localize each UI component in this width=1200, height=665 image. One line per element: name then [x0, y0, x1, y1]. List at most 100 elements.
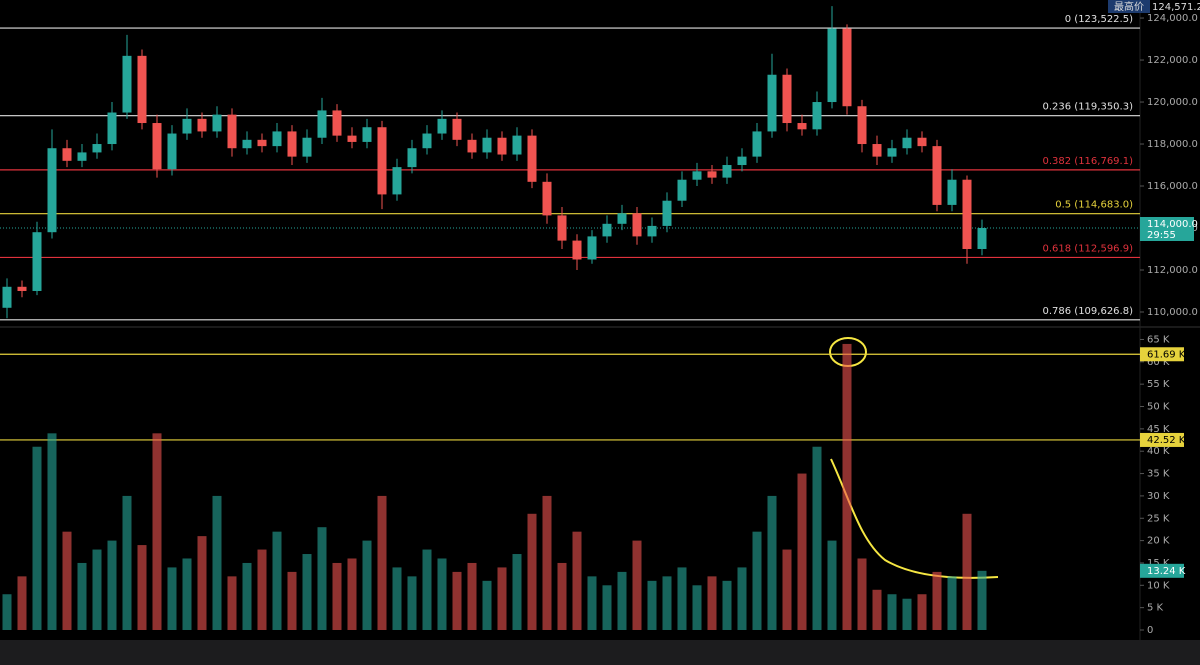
- volume-bar: [167, 567, 177, 630]
- volume-bar: [47, 433, 57, 630]
- volume-tick-label: 25 K: [1147, 513, 1170, 524]
- candle-body: [137, 55, 147, 124]
- candle-body: [767, 74, 777, 132]
- fib-label: 0.5 (114,683.0): [1055, 200, 1133, 211]
- volume-tick-label: 60 K: [1147, 357, 1170, 368]
- volume-bar: [212, 495, 222, 630]
- candle-body: [692, 171, 702, 180]
- candle-body: [497, 137, 507, 155]
- volume-bar: [272, 531, 282, 630]
- current-price-label: 114,000.0: [1147, 219, 1198, 230]
- volume-bar: [947, 576, 957, 630]
- volume-bar: [887, 594, 897, 630]
- volume-bar: [497, 567, 507, 630]
- volume-bar: [527, 513, 537, 630]
- volume-bar: [2, 594, 12, 630]
- volume-bar: [392, 567, 402, 630]
- candle-body: [527, 135, 537, 182]
- volume-bar: [137, 545, 147, 630]
- volume-tick-label: 50 K: [1147, 402, 1170, 413]
- volume-bar: [662, 576, 672, 630]
- candle-body: [302, 137, 312, 157]
- candle-body: [887, 148, 897, 157]
- volume-tick-label: 0: [1147, 625, 1153, 636]
- candle-body: [722, 165, 732, 178]
- fib-label: 0 (123,522.5): [1065, 14, 1133, 25]
- candle-body: [737, 156, 747, 166]
- volume-bar: [227, 576, 237, 630]
- volume-bar: [917, 594, 927, 630]
- volume-bar: [452, 571, 462, 630]
- candle-body: [182, 118, 192, 134]
- volume-bar: [197, 536, 207, 630]
- volume-bar: [437, 558, 447, 630]
- volume-bar: [842, 343, 852, 630]
- y-tick-label: 122,000.0: [1147, 55, 1198, 66]
- volume-level-label: 42.52 K: [1147, 435, 1186, 446]
- volume-bar: [692, 585, 702, 630]
- candle-body: [257, 139, 267, 147]
- candle-body: [17, 286, 27, 291]
- candle-body: [467, 139, 477, 153]
- volume-bar: [812, 446, 822, 630]
- candle-body: [452, 118, 462, 140]
- volume-bar: [317, 527, 327, 630]
- volume-bar: [617, 571, 627, 630]
- fib-label: 0.786 (109,626.8): [1042, 306, 1133, 317]
- volume-level-box: [1140, 432, 1184, 447]
- volume-tick-label: 10 K: [1147, 580, 1170, 591]
- candle-body: [437, 118, 447, 134]
- volume-tick-label: 15 K: [1147, 558, 1170, 569]
- volume-last-label: 13.24 K: [1147, 566, 1186, 577]
- candle-body: [407, 148, 417, 168]
- candle-body: [827, 28, 837, 103]
- candle-body: [572, 240, 582, 260]
- volume-bar: [122, 495, 132, 630]
- volume-bar: [707, 576, 717, 630]
- fib-label: 0.382 (116,769.1): [1042, 156, 1133, 167]
- volume-tick-label: 40 K: [1147, 446, 1170, 457]
- candle-body: [287, 131, 297, 157]
- volume-bar: [632, 540, 642, 630]
- volume-bar: [767, 495, 777, 630]
- annotation-curve: [830, 458, 999, 579]
- volume-tick-label: 65 K: [1147, 334, 1170, 345]
- candle-body: [932, 146, 942, 205]
- candle-body: [272, 131, 282, 147]
- volume-bar: [407, 576, 417, 630]
- volume-bar: [347, 558, 357, 630]
- candle-body: [152, 123, 162, 170]
- volume-bar: [92, 549, 102, 630]
- candle-body: [797, 123, 807, 130]
- volume-bar: [557, 562, 567, 630]
- volume-tick-label: 55 K: [1147, 379, 1170, 390]
- volume-bar: [602, 585, 612, 630]
- candle-body: [677, 179, 687, 201]
- countdown: 29:55: [1147, 230, 1176, 241]
- candle-body: [92, 144, 102, 153]
- fib-label: 0.236 (119,350.3): [1042, 102, 1133, 113]
- volume-bar: [572, 531, 582, 630]
- volume-bar: [932, 571, 942, 630]
- candle-body: [902, 137, 912, 149]
- y-tick-label: 118,000.0: [1147, 139, 1198, 150]
- y-tick-label: 124,000.0: [1147, 13, 1198, 24]
- volume-bar: [242, 562, 252, 630]
- candle-body: [347, 135, 357, 142]
- volume-bar: [587, 576, 597, 630]
- volume-bar: [827, 540, 837, 630]
- volume-bar: [362, 540, 372, 630]
- volume-bar: [152, 433, 162, 630]
- volume-bar: [302, 554, 312, 630]
- volume-last-box: [1140, 563, 1184, 578]
- current-price-box: [1140, 217, 1194, 242]
- candle-body: [197, 118, 207, 132]
- volume-level-box: [1140, 347, 1184, 362]
- volume-bar: [77, 562, 87, 630]
- volume-bar: [377, 495, 387, 630]
- candle-body: [332, 110, 342, 136]
- candle-body: [392, 167, 402, 195]
- highest-label: 最高价: [1114, 0, 1144, 13]
- candle-body: [107, 112, 117, 145]
